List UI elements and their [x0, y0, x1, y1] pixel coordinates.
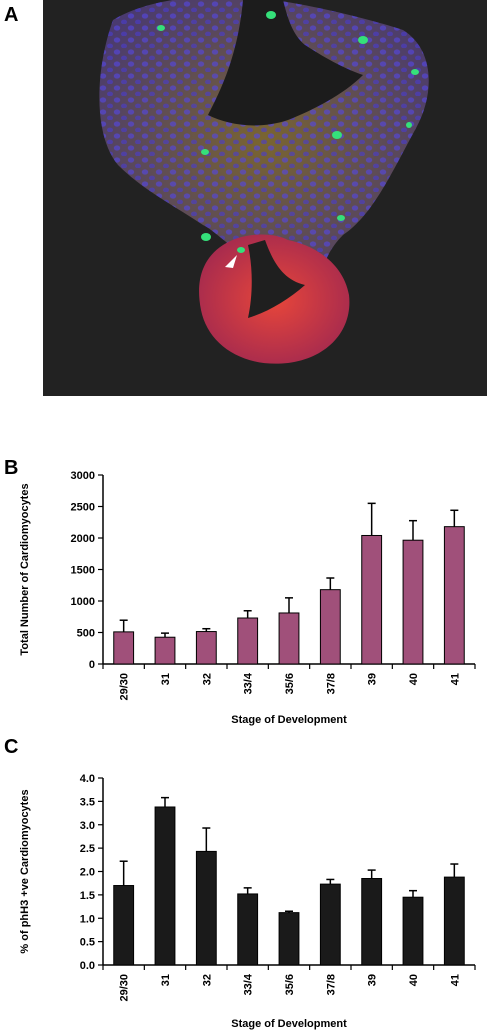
x-tick-label: 40	[408, 974, 420, 986]
bar	[278, 912, 300, 966]
x-tick-label: 29/30	[119, 673, 131, 701]
upper-lumen	[208, 0, 363, 126]
x-tick-label: 37/8	[325, 673, 337, 694]
x-tick-label: 33/4	[243, 672, 255, 694]
panel-c-label: C	[4, 736, 19, 758]
y-tick-label: 3000	[71, 470, 95, 482]
x-axis-title: Stage of Development	[231, 1018, 347, 1030]
x-tick-label: 39	[367, 673, 379, 685]
bar	[443, 876, 465, 966]
y-tick-label: 1.5	[80, 890, 95, 902]
marker-cell	[332, 131, 342, 139]
x-tick-label: 40	[408, 673, 420, 685]
arrowhead-marker	[225, 255, 237, 268]
bar	[237, 893, 259, 966]
fluorescence-micrograph	[43, 0, 487, 396]
y-tick-label: 3.0	[80, 820, 95, 832]
bar	[361, 878, 383, 966]
bar	[195, 631, 217, 665]
x-tick-label: 35/6	[284, 673, 296, 694]
y-tick-label: 500	[77, 628, 95, 640]
bar	[113, 885, 135, 966]
y-axis-title: Total Number of Cardiomyocytes	[19, 483, 31, 655]
x-tick-label: 33/4	[243, 973, 255, 995]
marker-cell	[237, 247, 245, 253]
x-tick-label: 31	[160, 673, 172, 685]
y-tick-label: 2.5	[80, 843, 95, 855]
x-tick-label: 29/30	[119, 974, 131, 1002]
marker-cell	[411, 69, 419, 75]
marker-cell	[358, 36, 368, 44]
bar	[402, 896, 424, 966]
marker-cell	[406, 122, 412, 128]
x-tick-label: 35/6	[284, 974, 296, 995]
marker-cell	[266, 11, 276, 19]
bar	[154, 636, 176, 665]
heart-lumen	[248, 240, 305, 318]
y-tick-label: 0.0	[80, 960, 95, 972]
x-tick-label: 32	[201, 974, 213, 986]
y-tick-label: 2.0	[80, 867, 95, 879]
bar	[237, 617, 259, 665]
bar	[402, 539, 424, 665]
y-tick-label: 0.5	[80, 937, 95, 949]
y-tick-label: 2000	[71, 533, 95, 545]
x-tick-label: 39	[367, 974, 379, 986]
bar	[278, 612, 300, 665]
y-tick-label: 1.0	[80, 913, 95, 925]
x-tick-label: 37/8	[325, 974, 337, 995]
x-tick-label: 32	[201, 673, 213, 685]
x-axis-title: Stage of Development	[231, 714, 347, 726]
y-tick-label: 0	[89, 659, 95, 671]
x-tick-label: 41	[449, 974, 461, 986]
y-tick-label: 4.0	[80, 773, 95, 785]
y-tick-label: 1500	[71, 565, 95, 577]
bar	[195, 850, 217, 966]
bar	[319, 883, 341, 966]
panel-a-label: A	[4, 4, 19, 26]
marker-cell	[157, 25, 165, 31]
y-axis-title: % of phH3 +ve Cardiomyocytes	[19, 789, 31, 953]
bar	[361, 534, 383, 665]
bar	[113, 631, 135, 665]
marker-cell	[201, 233, 211, 241]
panel-b-label: B	[4, 457, 19, 479]
marker-cell	[201, 149, 209, 155]
bar	[443, 526, 465, 665]
x-tick-label: 41	[449, 673, 461, 685]
y-tick-label: 3.5	[80, 796, 95, 808]
y-tick-label: 1000	[71, 596, 95, 608]
cardiomyocyte-count-chart: 0 500 1000 1500 2000 2500 3000 29/30 31 32 33/4 35/…	[19, 470, 476, 726]
phh3-percentage-chart: 0.0 0.5 1.0 1.5 2.0 2.5 3.0 3.5 4.0 29/30 31 32 33/4…	[19, 773, 476, 1030]
y-tick-label: 2500	[71, 502, 95, 514]
bar	[154, 806, 176, 966]
marker-cell	[337, 215, 345, 221]
x-tick-label: 31	[160, 974, 172, 986]
bar	[319, 589, 341, 665]
